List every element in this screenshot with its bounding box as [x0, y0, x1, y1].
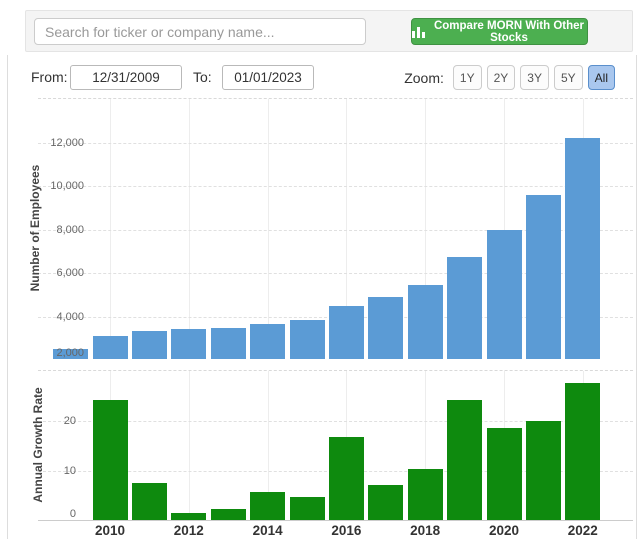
x-axis-label: 2022 [567, 523, 598, 538]
growth-bar[interactable] [92, 400, 128, 520]
growth-ytick-label: 0 [69, 508, 76, 520]
growth-bar[interactable] [565, 382, 601, 520]
employees-ytick-label: 12,000 [50, 136, 84, 149]
value-gridline [38, 142, 633, 144]
year-gridline [267, 371, 269, 520]
to-label: To: [193, 69, 212, 85]
value-gridline [38, 273, 633, 274]
year-gridline [267, 99, 269, 359]
growth-bar[interactable] [250, 491, 286, 520]
employees-chart-pane [38, 98, 633, 359]
employees-bar[interactable] [565, 137, 601, 359]
growth-bar[interactable] [407, 468, 443, 520]
growth-bar[interactable] [525, 421, 561, 520]
compare-stocks-label: Compare MORN With Other Stocks [433, 19, 585, 44]
employees-axis-title: Number of Employees [28, 164, 42, 292]
employees-bar[interactable] [92, 335, 128, 359]
zoom-button-5y[interactable]: 5Y [553, 65, 583, 90]
year-gridline [504, 99, 505, 359]
value-gridline [38, 186, 633, 187]
x-axis-label: 2010 [94, 523, 126, 538]
employees-bar[interactable] [53, 349, 89, 359]
employees-ytick-label: 8,000 [56, 223, 84, 236]
from-label: From: [31, 69, 68, 85]
to-date-input[interactable] [222, 65, 314, 90]
employees-ytick-label: 2,000 [56, 347, 84, 359]
growth-chart-pane [38, 370, 633, 520]
employees-bar[interactable] [407, 285, 443, 359]
employees-bar[interactable] [171, 329, 207, 359]
year-gridline [425, 371, 427, 520]
employees-ytick-label: 6,000 [56, 267, 84, 279]
growth-bar[interactable] [368, 485, 404, 520]
employees-bar[interactable] [525, 194, 561, 359]
employees-bar[interactable] [210, 327, 246, 359]
bar-chart-icon [412, 26, 425, 38]
year-gridline [188, 99, 190, 359]
year-gridline [425, 99, 427, 359]
x-axis-label: 2012 [173, 523, 204, 538]
value-gridline [38, 421, 633, 422]
employees-bar[interactable] [368, 296, 404, 359]
x-axis-label: 2016 [331, 523, 362, 538]
zoom-button-all[interactable]: All [587, 65, 615, 90]
zoom-label: Zoom: [404, 69, 444, 86]
growth-bar[interactable] [486, 428, 522, 520]
employees-bar[interactable] [131, 330, 167, 359]
from-date-input[interactable] [70, 65, 182, 90]
x-axis-line [38, 520, 633, 521]
growth-bar[interactable] [171, 512, 207, 520]
zoom-button-2y[interactable]: 2Y [486, 65, 516, 90]
ticker-search-input[interactable] [34, 18, 366, 45]
growth-bar[interactable] [289, 497, 325, 520]
employees-bar[interactable] [289, 320, 325, 359]
x-axis-label: 2014 [252, 523, 283, 538]
employees-ytick-label: 10,000 [50, 180, 84, 192]
growth-ytick-label: 20 [63, 415, 76, 427]
employees-bar[interactable] [328, 306, 364, 359]
growth-ytick-label: 10 [63, 465, 76, 477]
compare-stocks-button[interactable]: Compare MORN With Other Stocks [411, 18, 588, 45]
zoom-button-1y[interactable]: 1Y [452, 65, 482, 90]
growth-axis-title: Annual Growth Rate [31, 387, 45, 503]
x-axis-label: 2020 [488, 523, 520, 538]
year-gridline [188, 371, 190, 520]
search-panel: Compare MORN With Other Stocks [25, 10, 633, 52]
employees-bar[interactable] [250, 323, 286, 359]
value-gridline [38, 229, 633, 231]
x-axis-label: 2018 [410, 523, 441, 538]
zoom-controls: Zoom: 1Y 2Y 3Y 5Y All [404, 65, 615, 90]
growth-bar[interactable] [131, 482, 167, 520]
employees-ytick-label: 4,000 [56, 310, 84, 323]
zoom-buttons: 1Y 2Y 3Y 5Y All [452, 65, 615, 90]
year-gridline [110, 99, 111, 359]
growth-bar[interactable] [210, 508, 246, 520]
employees-bar[interactable] [486, 229, 522, 359]
employees-bar[interactable] [447, 257, 483, 359]
year-gridline [346, 99, 348, 359]
growth-bar[interactable] [447, 399, 483, 520]
zoom-button-3y[interactable]: 3Y [520, 65, 549, 90]
growth-bar[interactable] [328, 436, 364, 520]
